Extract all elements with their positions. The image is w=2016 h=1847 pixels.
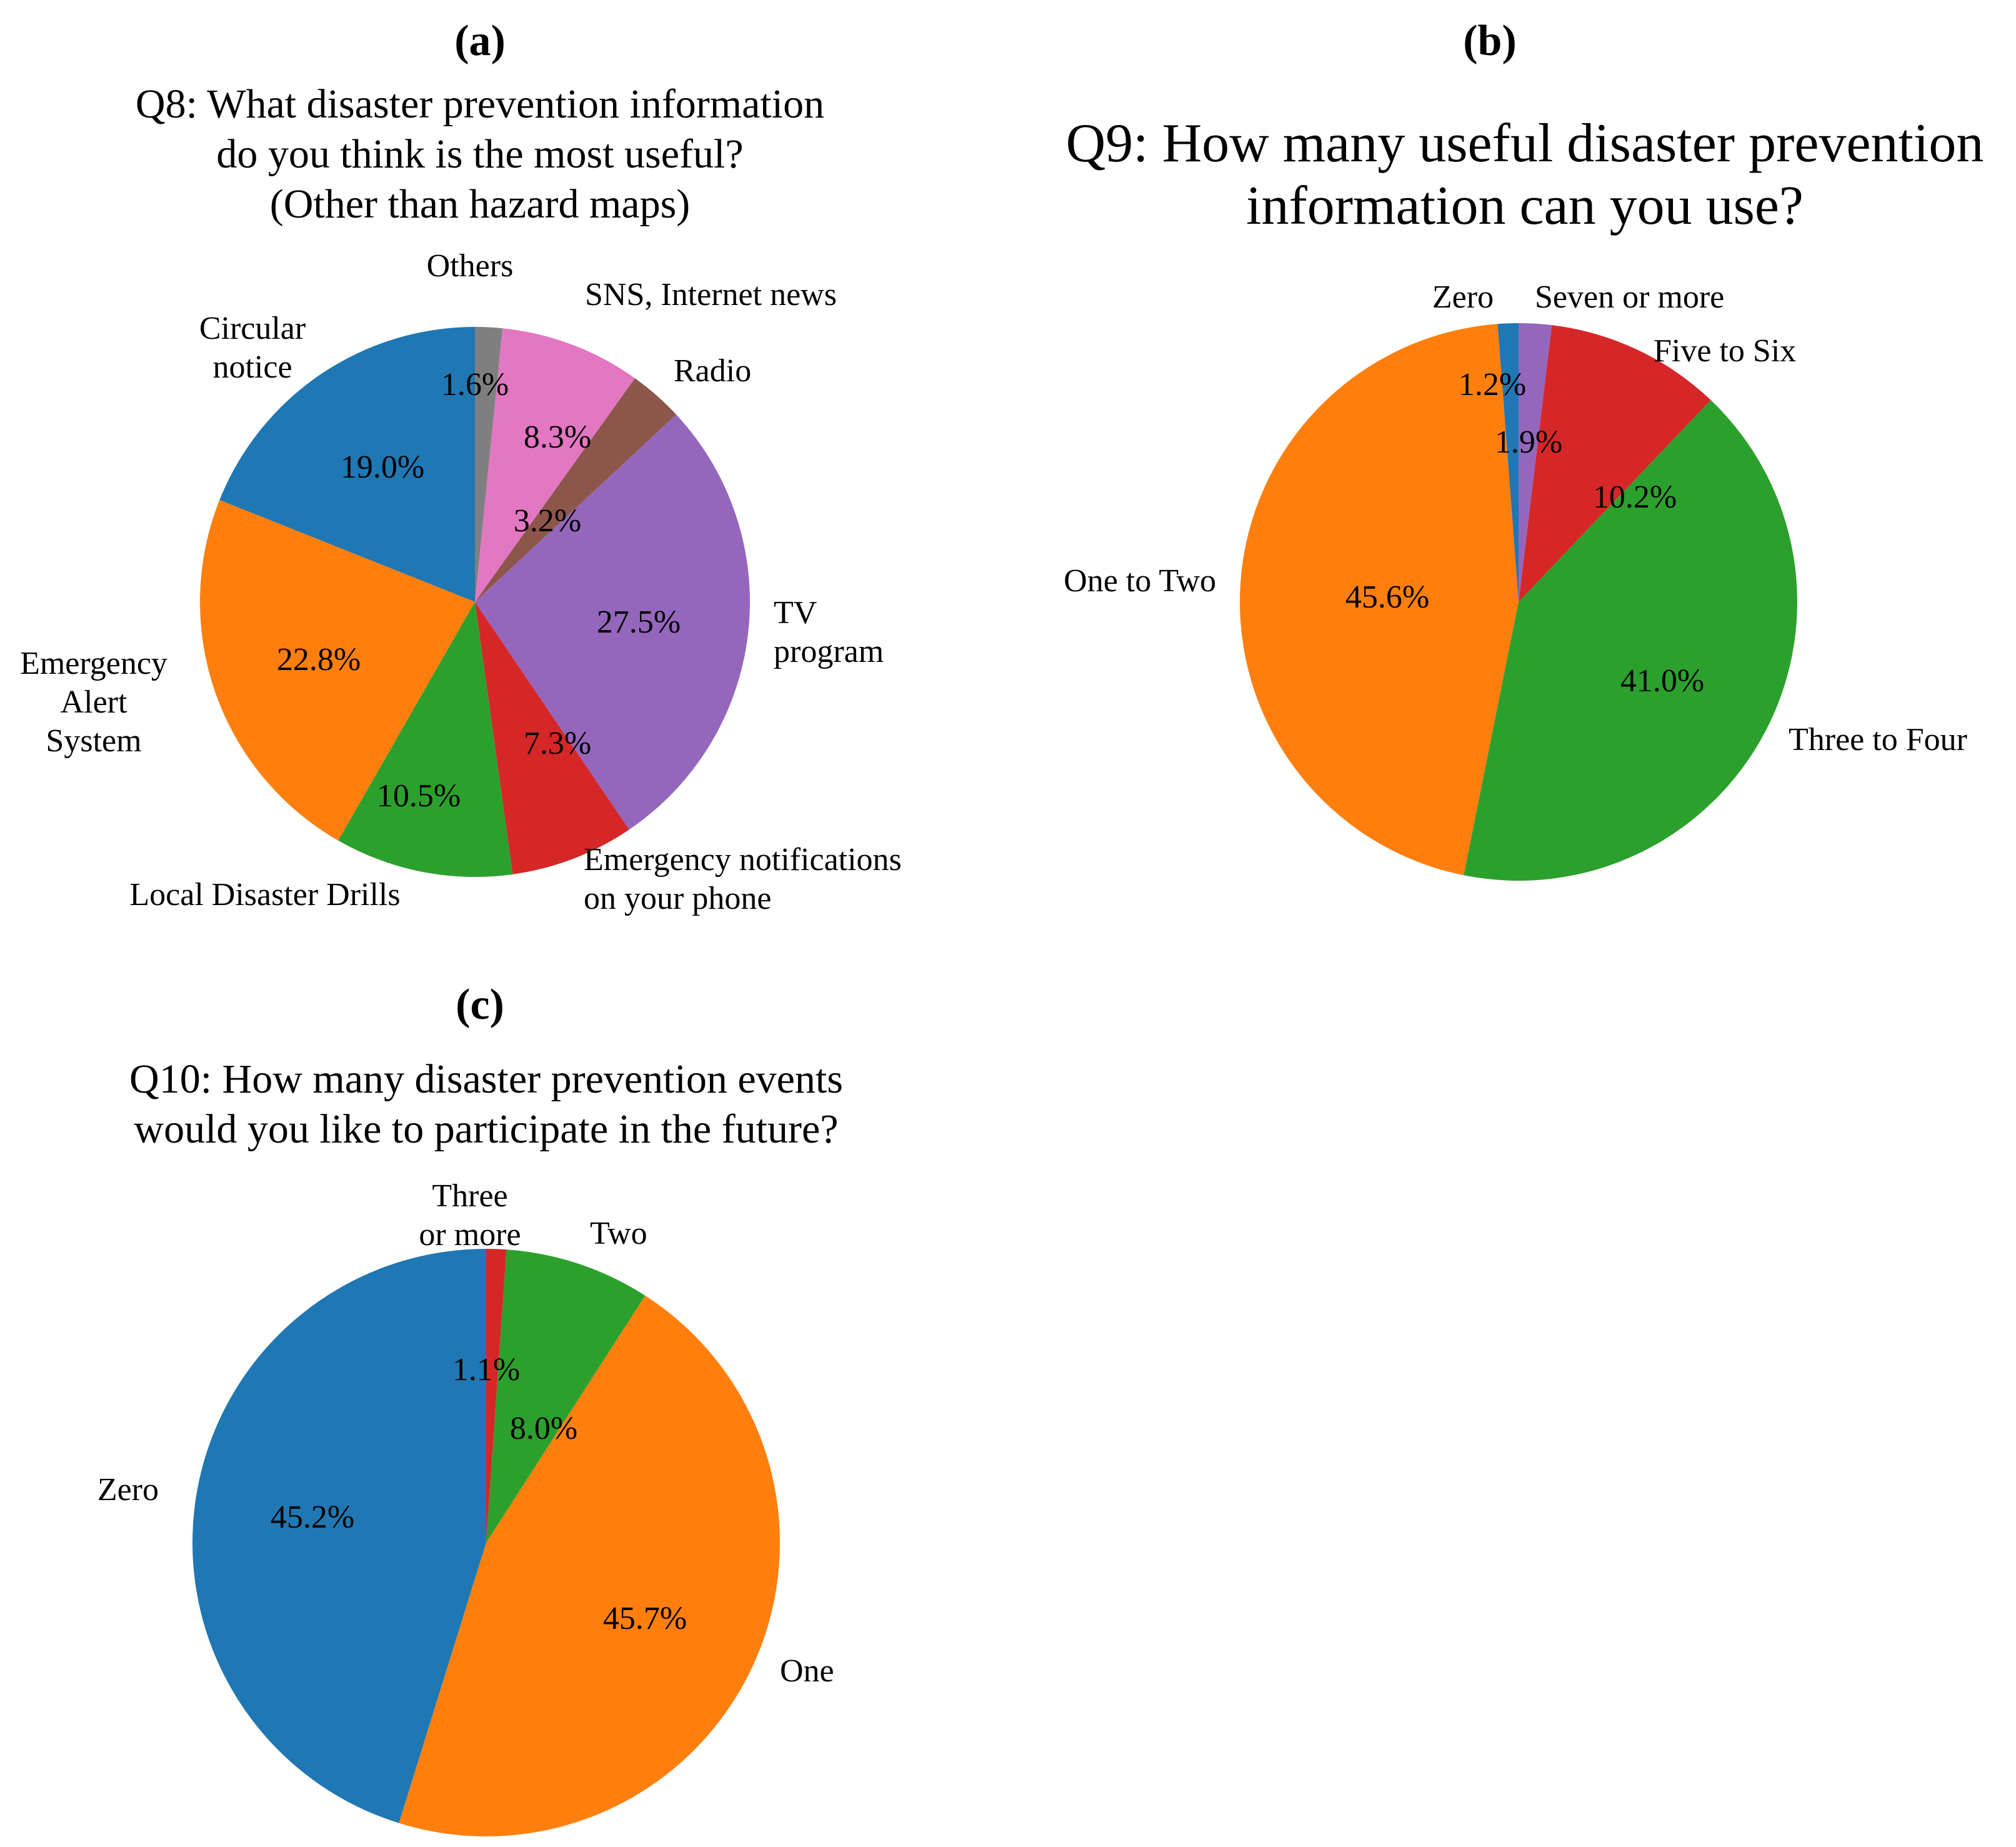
slice-label: Two <box>590 1216 647 1251</box>
pct-label: 8.3% <box>524 419 591 455</box>
pct-label: 10.5% <box>377 778 461 814</box>
slice-label: Radio <box>674 353 751 389</box>
slice-label-line: Emergency <box>20 646 167 681</box>
slice-label: Local Disaster Drills <box>129 877 400 913</box>
slice-label: Five to Six <box>1654 333 1796 369</box>
pie-chart-a: (a) Q8: What disaster prevention informat… <box>20 17 902 916</box>
pct-label: 1.9% <box>1495 424 1562 460</box>
slice-label-line: One to Two <box>1064 563 1216 599</box>
pie-slice <box>192 1249 486 1823</box>
slice-label-line: program <box>774 634 884 669</box>
chart-title-line: do you think is the most useful? <box>216 131 743 177</box>
slice-label-line: Others <box>427 248 514 284</box>
slice-label-line: System <box>46 723 141 759</box>
slice-label-line: Local Disaster Drills <box>129 877 400 913</box>
slice-label: Emergency notifications on your phone <box>584 842 902 916</box>
slice-label: Three to Four <box>1789 722 1967 758</box>
pie-slice <box>475 414 750 830</box>
slice-label-line: Alert <box>61 684 127 720</box>
chart-title-line: information can you use? <box>1246 176 1804 236</box>
panel-letter: (a) <box>454 17 506 65</box>
slice-label-line: Circular <box>199 311 306 346</box>
pie-chart-c: (c) Q10: How many disaster prevention eve… <box>97 981 843 1837</box>
slice-label: Emergency Alert System <box>20 646 167 759</box>
slice-label: Zero <box>1432 279 1494 315</box>
pie-slice <box>475 328 635 602</box>
pct-label: 8.0% <box>510 1411 577 1446</box>
slice-label-line: notice <box>212 349 292 385</box>
pie-slice <box>399 1295 781 1837</box>
slice-label-line: Seven or more <box>1535 279 1724 315</box>
slice-label-line: One <box>780 1653 834 1689</box>
pie-slice <box>219 327 475 602</box>
pie-slice <box>475 602 629 874</box>
panel-letter: (c) <box>456 981 504 1029</box>
chart-title-line: (Other than hazard maps) <box>270 181 691 227</box>
pct-label: 3.2% <box>514 503 581 539</box>
slice-label: SNS, Internet news <box>585 277 837 313</box>
pct-label: 45.6% <box>1345 579 1429 615</box>
slice-label-line: Two <box>590 1216 647 1251</box>
slice-label-line: or more <box>419 1217 521 1253</box>
pie-slice <box>475 378 677 602</box>
slice-label-line: Radio <box>674 353 751 389</box>
slice-label-line: TV <box>774 595 817 631</box>
chart-title: Q8: What disaster prevention information… <box>136 81 824 227</box>
slice-label-line: on your phone <box>584 881 771 916</box>
pct-label: 19.0% <box>341 449 424 485</box>
pie-chart-b: (b) Q9: How many useful disaster preventi… <box>1064 17 1984 881</box>
slice-label-line: Three <box>432 1178 507 1214</box>
pct-label: 1.1% <box>452 1352 520 1388</box>
slice-label-line: Emergency notifications <box>584 842 902 878</box>
slice-label: Circular notice <box>199 311 306 385</box>
pct-label: 22.8% <box>277 642 361 678</box>
chart-title-line: Q9: How many useful disaster prevention <box>1066 113 1984 174</box>
pie-slice <box>1519 325 1711 602</box>
pie-slice <box>486 1249 507 1543</box>
pie-slice <box>200 500 475 841</box>
chart-title: Q10: How many disaster prevention events… <box>129 1056 843 1152</box>
pie-slice <box>1464 400 1798 881</box>
pct-label: 1.2% <box>1459 367 1526 403</box>
slice-label-line: Zero <box>1432 279 1494 315</box>
pct-label: 45.2% <box>271 1499 354 1535</box>
chart-title-line: Q10: How many disaster prevention events <box>129 1056 843 1102</box>
slice-label: One to Two <box>1064 563 1216 599</box>
slice-label: Zero <box>97 1472 159 1508</box>
pie-slice <box>475 327 503 602</box>
pct-label: 10.2% <box>1593 479 1677 515</box>
pie-slice <box>1497 323 1519 602</box>
slice-label-line: Five to Six <box>1654 333 1796 369</box>
slice-label: One <box>780 1653 834 1689</box>
pct-label: 27.5% <box>597 604 681 640</box>
pie-slice <box>1519 323 1552 602</box>
slice-label: Others <box>427 248 514 284</box>
slice-label: Seven or more <box>1535 279 1724 315</box>
slice-label: Three or more <box>419 1178 521 1253</box>
chart-title: Q9: How many useful disaster prevention i… <box>1066 113 1984 236</box>
pie-slice <box>1239 324 1519 876</box>
pct-label: 7.3% <box>524 726 591 761</box>
slice-label-line: Three to Four <box>1789 722 1967 758</box>
chart-title-line: Q8: What disaster prevention information <box>136 81 824 127</box>
pie-slice <box>486 1249 646 1543</box>
chart-title-line: would you like to participate in the fut… <box>134 1106 838 1152</box>
slice-label-line: SNS, Internet news <box>585 277 837 313</box>
pct-label: 1.6% <box>441 367 509 403</box>
slice-label-line: Zero <box>97 1472 159 1508</box>
panel-letter: (b) <box>1463 17 1517 65</box>
pct-label: 45.7% <box>603 1601 687 1636</box>
slice-label: TV program <box>774 595 884 669</box>
pct-label: 41.0% <box>1620 663 1704 699</box>
pie-slice <box>338 602 513 878</box>
